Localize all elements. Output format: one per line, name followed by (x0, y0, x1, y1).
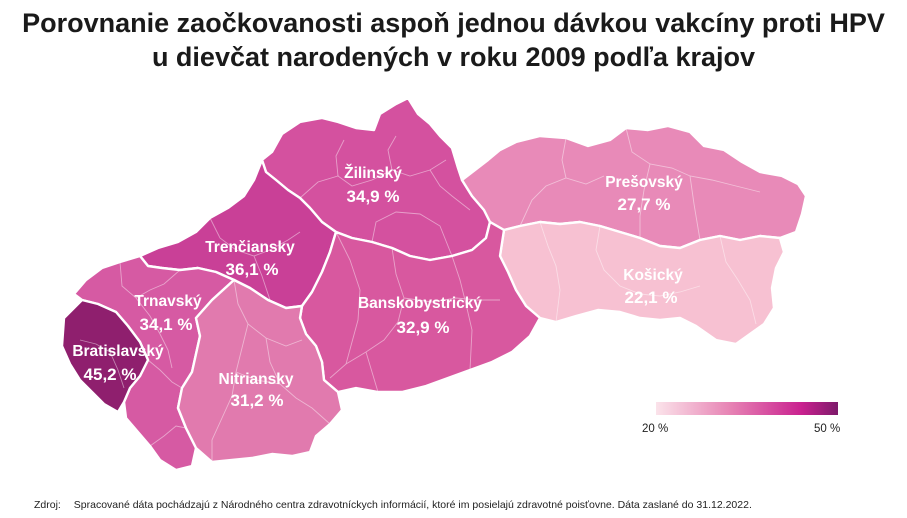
label-value-bratislavsky: 45,2 % (84, 365, 137, 384)
title-line-1: Porovnanie zaočkovanosti aspoň jednou dá… (22, 8, 885, 38)
region-kosicky[interactable] (498, 220, 786, 346)
source-text: Spracované dáta pochádzajú z Národného c… (73, 499, 752, 511)
label-name-banskobystricky: Banskobystrický (358, 295, 482, 312)
label-value-kosicky: 22,1 % (625, 288, 678, 307)
legend-max-label: 50 % (814, 423, 841, 435)
label-name-nitriansky: Nitriansky (219, 371, 294, 388)
region-bratislavsky[interactable] (60, 298, 150, 414)
title-line-2: u dievčat narodených v roku 2009 podľa k… (151, 42, 756, 72)
label-name-presovsky: Prešovský (605, 174, 683, 191)
label-value-nitriansky: 31,2 % (231, 391, 284, 410)
label-value-zilinsky: 34,9 % (347, 187, 400, 206)
label-value-trnavsky: 34,1 % (140, 315, 193, 334)
map-title: Porovnanie zaočkovanosti aspoň jednou dá… (0, 6, 907, 74)
source-label: Zdroj: (34, 499, 61, 511)
label-name-zilinsky: Žilinský (344, 164, 402, 182)
label-name-trenciansky: Trenčiansky (205, 239, 295, 256)
source-note: Zdroj: Spracované dáta pochádzajú z Náro… (34, 499, 752, 511)
legend-gradient-bar (656, 402, 838, 415)
label-name-bratislavsky: Bratislavský (72, 343, 164, 360)
choropleth-map: Žilinský 34,9 % Prešovský 27,7 % Trenčia… (60, 96, 808, 472)
district-borders (79, 127, 761, 462)
region-labels: Žilinský 34,9 % Prešovský 27,7 % Trenčia… (72, 164, 683, 410)
label-value-trenciansky: 36,1 % (226, 260, 279, 279)
region-nitriansky[interactable] (176, 278, 344, 464)
label-name-kosicky: Košický (623, 267, 683, 284)
legend-min-label: 20 % (642, 423, 669, 435)
label-value-presovsky: 27,7 % (618, 195, 671, 214)
label-name-trnavsky: Trnavský (134, 293, 202, 310)
label-value-banskobystricky: 32,9 % (397, 318, 450, 337)
